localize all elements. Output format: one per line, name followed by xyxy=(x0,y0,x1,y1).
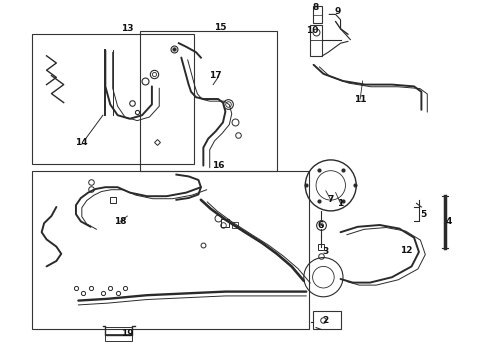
Text: 8: 8 xyxy=(313,4,319,13)
Text: 3: 3 xyxy=(323,248,329,256)
Bar xyxy=(313,311,341,329)
Text: 4: 4 xyxy=(445,217,452,226)
Text: 2: 2 xyxy=(323,316,329,325)
Text: 16: 16 xyxy=(212,161,224,170)
Bar xyxy=(105,327,132,341)
Text: 11: 11 xyxy=(354,95,367,104)
Text: 19: 19 xyxy=(121,328,134,338)
Bar xyxy=(32,34,194,164)
Text: 15: 15 xyxy=(214,23,227,32)
Text: 6: 6 xyxy=(318,220,324,230)
Text: 1: 1 xyxy=(338,199,343,208)
Text: 17: 17 xyxy=(209,71,222,80)
Bar xyxy=(310,25,322,56)
Text: 9: 9 xyxy=(335,7,342,16)
Text: 14: 14 xyxy=(74,138,87,147)
Text: 13: 13 xyxy=(121,24,134,33)
Bar xyxy=(140,31,277,171)
Text: 12: 12 xyxy=(400,246,413,255)
Bar xyxy=(32,171,309,329)
Text: 7: 7 xyxy=(327,195,334,204)
Text: 5: 5 xyxy=(421,210,427,219)
Text: 10: 10 xyxy=(306,26,319,35)
Text: 18: 18 xyxy=(114,217,126,226)
Bar xyxy=(313,6,322,23)
